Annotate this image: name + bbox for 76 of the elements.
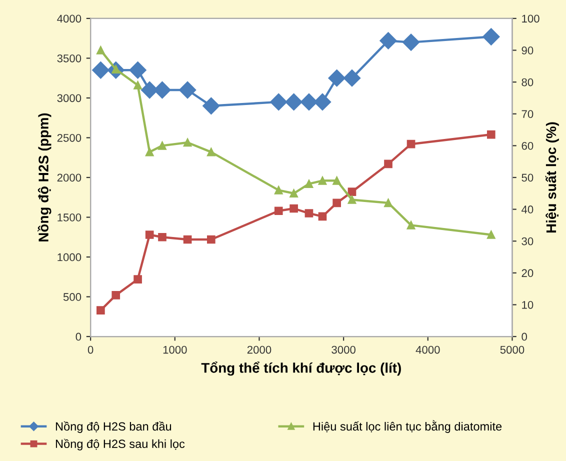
point bbox=[402, 34, 420, 51]
y2-tick-label: 50 bbox=[522, 174, 534, 182]
y2-tick-label: 20 bbox=[522, 269, 534, 278]
point bbox=[314, 93, 332, 110]
y2-tick-label: 80 bbox=[522, 78, 534, 86]
y2-tick-label: 10 bbox=[522, 300, 534, 309]
point bbox=[318, 176, 327, 185]
point bbox=[332, 198, 341, 208]
point bbox=[134, 275, 142, 284]
point bbox=[290, 204, 298, 213]
point bbox=[482, 28, 500, 46]
y2-tick-label: 0 bbox=[522, 332, 528, 341]
point bbox=[406, 221, 416, 230]
y-tick-label: 0 bbox=[76, 332, 82, 341]
point bbox=[206, 148, 216, 156]
point bbox=[384, 198, 392, 208]
point bbox=[348, 188, 356, 196]
point bbox=[158, 142, 166, 150]
point bbox=[96, 46, 105, 54]
point bbox=[270, 93, 288, 110]
point bbox=[145, 230, 154, 239]
point bbox=[183, 138, 192, 147]
point bbox=[300, 93, 318, 110]
y2-tick-label: 30 bbox=[522, 237, 534, 246]
x-axis-title: Tổng thể tích khí được lọc (lít) bbox=[201, 361, 401, 376]
y-tick-label: 1500 bbox=[58, 214, 82, 222]
y-tick-label: 3000 bbox=[57, 94, 82, 102]
point bbox=[129, 62, 146, 79]
point bbox=[406, 140, 416, 148]
point bbox=[486, 230, 496, 239]
point bbox=[384, 160, 392, 168]
y-tick-label: 500 bbox=[63, 293, 82, 301]
point bbox=[92, 62, 110, 79]
point bbox=[486, 130, 496, 139]
point bbox=[96, 306, 105, 314]
y-tick-label: 4000 bbox=[57, 14, 82, 23]
legend-label: Nồng độ H2S ban đầu bbox=[56, 421, 172, 433]
y-axis-title: Nồng độ H2S (ppm) bbox=[38, 113, 52, 242]
x-tick-label: 4000 bbox=[416, 346, 440, 354]
point bbox=[112, 291, 120, 300]
y2-tick-label: 90 bbox=[522, 46, 534, 54]
point bbox=[145, 148, 154, 156]
point bbox=[343, 70, 361, 87]
x-tick-label: 5000 bbox=[500, 346, 524, 354]
y-tick-label: 2000 bbox=[57, 174, 82, 182]
point bbox=[380, 32, 397, 50]
x-tick-label: 3000 bbox=[332, 346, 356, 354]
point bbox=[274, 186, 283, 194]
y-tick-label: 3500 bbox=[57, 54, 82, 62]
point bbox=[183, 235, 192, 244]
point bbox=[134, 81, 142, 90]
y2-tick-label: 100 bbox=[522, 14, 540, 23]
y2-tick-label: 60 bbox=[522, 142, 534, 150]
legend-label: Nồng độ H2S sau khi lọc bbox=[56, 438, 185, 450]
legend-label: Hiệu suất lọc liên tục bằng diatomite bbox=[313, 420, 502, 433]
point bbox=[285, 93, 302, 110]
point bbox=[304, 209, 314, 218]
point bbox=[318, 212, 327, 221]
point bbox=[202, 97, 220, 114]
point bbox=[206, 235, 216, 244]
point bbox=[332, 176, 341, 185]
y-tick-label: 1000 bbox=[58, 253, 82, 262]
point bbox=[348, 196, 356, 204]
point bbox=[274, 206, 283, 216]
y2-axis-title: Hiệu suất lọc (%) bbox=[545, 122, 559, 232]
y-tick-label: 2500 bbox=[57, 134, 82, 142]
point bbox=[178, 81, 196, 99]
point bbox=[290, 189, 298, 198]
x-tick-label: 2000 bbox=[247, 346, 272, 354]
x-tick-label: 0 bbox=[88, 346, 94, 354]
point bbox=[158, 232, 166, 242]
y2-tick-label: 40 bbox=[522, 206, 534, 214]
point bbox=[328, 70, 346, 87]
point bbox=[304, 180, 314, 188]
y2-tick-label: 70 bbox=[522, 110, 534, 118]
x-tick-label: 1000 bbox=[163, 346, 187, 354]
